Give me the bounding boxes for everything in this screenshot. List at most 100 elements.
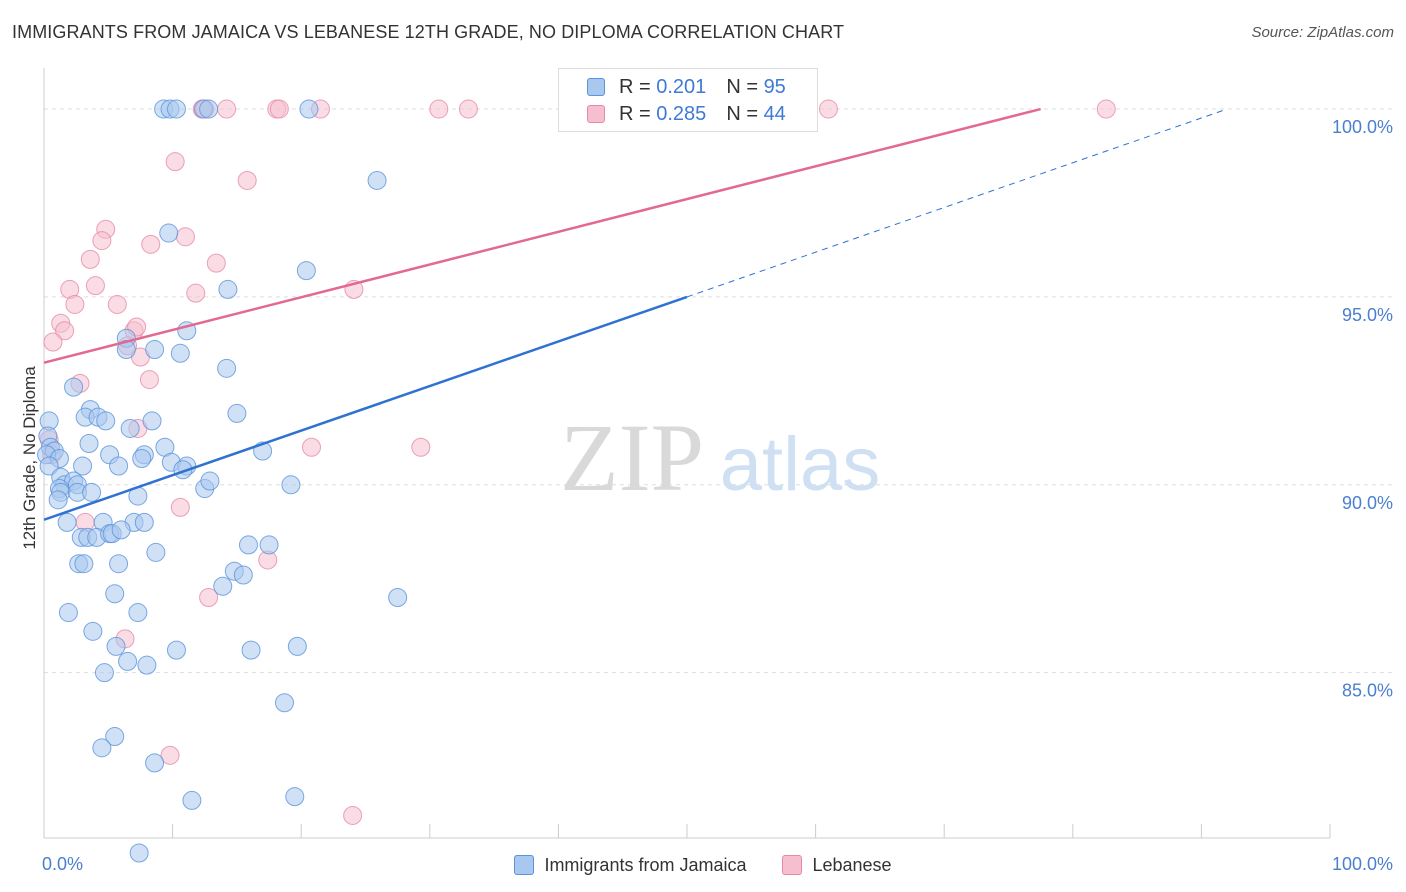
y-tick-label: 85.0% — [1342, 681, 1393, 701]
data-point-jamaica — [145, 340, 165, 360]
data-point-jamaica — [388, 588, 408, 608]
data-point-jamaica — [296, 261, 316, 281]
data-point-jamaica — [79, 433, 99, 453]
grid-lines — [44, 108, 1395, 674]
trend-lines — [43, 107, 1228, 521]
data-point-jamaica — [39, 456, 59, 476]
data-point-lebanese — [217, 99, 237, 119]
data-point-jamaica — [299, 99, 319, 119]
legend-swatch-lebanese — [782, 855, 803, 875]
data-point-jamaica — [274, 693, 294, 713]
data-point-lebanese — [269, 99, 289, 119]
data-point-jamaica — [73, 456, 93, 476]
legend-label-lebanese: Lebanese — [812, 854, 892, 875]
data-point-jamaica — [170, 343, 190, 363]
legend-swatch-jamaica — [514, 855, 535, 875]
data-point-lebanese — [1096, 99, 1116, 119]
data-point-jamaica — [287, 636, 307, 656]
data-point-lebanese — [165, 152, 185, 172]
x-tick-label: 0.0% — [42, 854, 83, 874]
data-point-jamaica — [105, 584, 125, 604]
data-point-jamaica — [74, 554, 94, 574]
legend-row-jamaica: R = 0.201 N = 95 — [587, 74, 786, 100]
data-point-jamaica — [92, 738, 112, 758]
data-point-jamaica — [82, 482, 102, 502]
legend-row-lebanese: R = 0.285 N = 44 — [587, 101, 786, 127]
data-point-lebanese — [343, 805, 363, 825]
data-point-jamaica — [146, 542, 166, 562]
legend-n-value-lebanese: 44 — [763, 102, 786, 125]
legend-label-jamaica: Immigrants from Jamaica — [544, 854, 747, 875]
source-credit: Source: ZipAtlas.com — [1251, 24, 1394, 41]
data-point-lebanese — [199, 588, 219, 608]
data-point-lebanese — [141, 234, 161, 254]
data-point-jamaica — [200, 471, 220, 491]
data-point-jamaica — [218, 279, 238, 299]
legend-swatch-lebanese — [587, 105, 605, 123]
data-point-lebanese — [170, 497, 190, 517]
data-point-lebanese — [818, 99, 838, 119]
watermark-atlas: atlas — [720, 422, 881, 507]
data-point-lebanese — [55, 321, 75, 341]
data-point-lebanese — [237, 170, 257, 190]
data-point-jamaica — [137, 655, 157, 675]
data-point-jamaica — [281, 475, 301, 495]
legend-n-value-jamaica: 95 — [763, 75, 786, 98]
data-point-jamaica — [241, 640, 261, 660]
legend-r-value-jamaica: 0.201 — [656, 75, 707, 98]
y-tick-label: 100.0% — [1332, 117, 1393, 137]
data-point-lebanese — [43, 332, 63, 352]
data-point-jamaica — [199, 99, 219, 119]
data-point-lebanese — [429, 99, 449, 119]
legend-item-lebanese[interactable]: Lebanese — [782, 854, 892, 876]
data-point-lebanese — [80, 249, 100, 269]
data-point-lebanese — [206, 253, 226, 273]
legend-r-label: R = — [619, 75, 651, 98]
data-point-jamaica — [259, 535, 279, 555]
data-point-jamaica — [83, 621, 103, 641]
y-axis-label: 12th Grade, No Diploma — [20, 366, 39, 550]
data-point-lebanese — [411, 437, 431, 457]
correlation-legend: R = 0.201 N = 95 R = 0.285 N = 44 — [558, 68, 818, 132]
data-point-lebanese — [175, 227, 195, 247]
data-point-lebanese — [65, 294, 85, 314]
y-tick-label: 95.0% — [1342, 305, 1393, 325]
data-point-lebanese — [160, 745, 180, 765]
data-point-jamaica — [285, 787, 305, 807]
legend-item-jamaica[interactable]: Immigrants from Jamaica — [514, 855, 746, 876]
data-point-jamaica — [132, 449, 152, 468]
data-point-jamaica — [227, 403, 247, 423]
legend-r-label: R = — [619, 102, 651, 125]
trendline-lebanese — [43, 107, 1041, 364]
chart-title: IMMIGRANTS FROM JAMAICA VS LEBANESE 12TH… — [12, 22, 845, 42]
watermark: ZIP atlas — [560, 404, 880, 511]
data-point-jamaica — [142, 411, 162, 431]
legend-n-label: N = — [726, 75, 758, 98]
series-jamaica — [37, 99, 408, 863]
data-point-jamaica — [166, 640, 186, 660]
data-point-jamaica — [64, 377, 84, 397]
y-tick-label: 90.0% — [1342, 493, 1393, 513]
series-legend: Immigrants from Jamaica Lebanese — [0, 852, 1406, 878]
data-point-jamaica — [166, 99, 186, 119]
data-point-lebanese — [186, 283, 206, 303]
data-point-jamaica — [111, 520, 131, 540]
data-point-jamaica — [118, 651, 138, 671]
data-point-lebanese — [139, 370, 159, 390]
data-point-jamaica — [120, 418, 140, 438]
data-point-jamaica — [182, 790, 202, 810]
legend-swatch-jamaica — [587, 78, 605, 96]
data-point-jamaica — [96, 411, 116, 431]
trendline-jamaica-extension — [686, 108, 1228, 298]
data-point-lebanese — [107, 294, 127, 314]
data-point-jamaica — [367, 170, 387, 190]
data-point-jamaica — [105, 727, 125, 747]
data-point-jamaica — [109, 554, 129, 574]
tick-labels: 85.0% 90.0% 95.0% 100.0% 0.0% 100.0% — [42, 117, 1393, 874]
trendline-jamaica — [43, 295, 688, 521]
data-point-jamaica — [94, 663, 114, 683]
data-point-jamaica — [48, 490, 68, 510]
data-point-jamaica — [233, 565, 253, 585]
data-point-jamaica — [238, 535, 258, 555]
